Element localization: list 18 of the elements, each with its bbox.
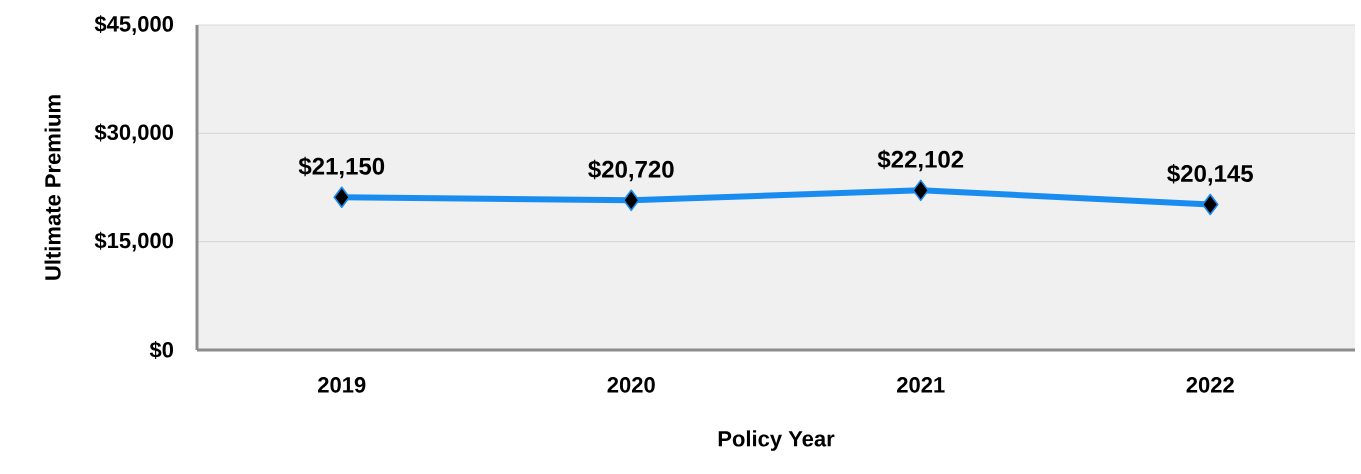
y-axis-title: Ultimate Premium [44, 95, 61, 280]
point [912, 179, 930, 202]
data-label: $20,145 [1167, 163, 1253, 186]
data-label: $22,102 [877, 149, 964, 172]
point [333, 186, 351, 209]
point [622, 189, 640, 212]
y-tick-label: $15,000 [94, 231, 174, 252]
x-tick-label: 2020 [607, 377, 655, 393]
y-tick-label: $30,000 [94, 123, 174, 144]
y-tick-label: $0 [149, 341, 174, 359]
data-label: $20,720 [588, 159, 674, 182]
y-tick-label: $45,000 [94, 15, 174, 35]
x-tick-label: 2022 [1186, 377, 1234, 393]
point [1201, 193, 1219, 216]
x-axis-title: Policy Year [718, 430, 835, 451]
x-tick-label: 2021 [897, 377, 945, 393]
x-tick-label: 2019 [318, 377, 366, 393]
data-label: $21,150 [298, 156, 385, 179]
